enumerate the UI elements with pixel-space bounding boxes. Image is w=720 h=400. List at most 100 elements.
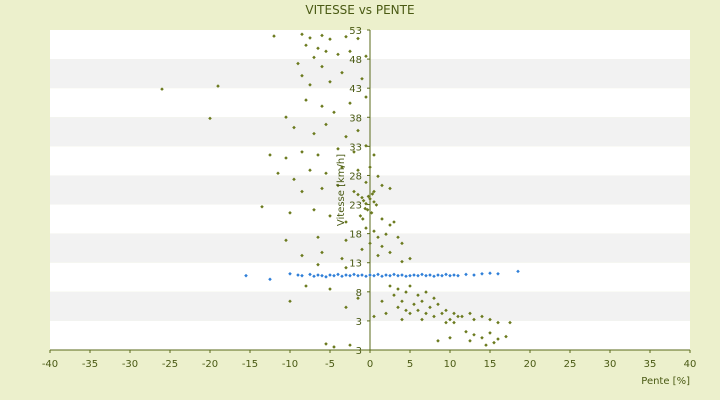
x-tick-label: 10: [444, 359, 457, 370]
data-point-series-1: [356, 296, 360, 300]
data-point-series-1: [472, 317, 476, 322]
data-point-series-1: [304, 98, 308, 102]
data-point-series-1: [504, 334, 508, 339]
data-point-series-1: [268, 153, 272, 157]
data-point-series-2: [348, 273, 352, 278]
data-point-series-1: [408, 256, 412, 261]
data-point-series-1: [464, 329, 468, 334]
data-point-series-1: [456, 314, 460, 319]
data-point-series-1: [492, 340, 496, 345]
data-point-series-1: [376, 253, 380, 258]
data-point-series-1: [320, 64, 324, 69]
data-point-series-1: [396, 287, 400, 291]
data-point-series-1: [160, 87, 164, 91]
data-point-series-1: [368, 165, 372, 169]
x-tick-label: 25: [564, 359, 577, 370]
data-point-series-1: [216, 84, 220, 88]
y-tick-label: 18: [349, 230, 362, 241]
data-point-series-2: [380, 274, 384, 279]
data-point-series-1: [412, 302, 416, 307]
data-point-series-1: [360, 76, 364, 81]
data-point-series-1: [364, 95, 368, 99]
y-tick-label: 8: [356, 288, 362, 299]
data-point-series-2: [376, 272, 380, 277]
data-point-series-2: [448, 273, 452, 278]
data-point-series-1: [416, 293, 420, 297]
data-point-series-1: [408, 311, 412, 316]
x-tick-label: -25: [162, 359, 178, 370]
data-point-series-1: [308, 36, 312, 40]
data-point-series-1: [392, 293, 396, 297]
data-point-series-1: [344, 265, 348, 270]
data-point-series-1: [364, 54, 368, 59]
data-point-series-1: [296, 61, 300, 66]
x-tick-label: 30: [604, 359, 617, 370]
data-point-series-1: [336, 183, 340, 188]
data-point-series-1: [369, 211, 374, 215]
data-point-series-1: [340, 70, 344, 75]
data-point-series-2: [364, 274, 368, 279]
data-point-series-2: [516, 269, 520, 274]
x-tick-label: -20: [202, 359, 218, 370]
data-point-series-2: [388, 273, 392, 278]
data-point-series-1: [284, 115, 288, 119]
data-point-series-1: [328, 214, 332, 218]
data-point-series-1: [312, 208, 316, 212]
data-point-series-1: [358, 214, 363, 218]
data-point-series-1: [448, 336, 452, 340]
y-tick-label: 23: [349, 201, 362, 212]
x-axis-label: Pente [%]: [641, 376, 690, 387]
data-point-series-1: [324, 171, 328, 176]
data-point-series-1: [340, 256, 344, 261]
data-point-series-1: [508, 320, 512, 325]
data-point-series-1: [328, 37, 332, 41]
x-tick-label: -5: [325, 359, 335, 370]
data-point-series-1: [361, 217, 365, 221]
data-point-series-1: [344, 34, 348, 39]
x-tick-label: -35: [82, 359, 98, 370]
data-point-series-1: [352, 189, 356, 194]
data-point-series-1: [292, 125, 296, 130]
data-point-series-2: [496, 272, 500, 276]
data-point-series-1: [332, 110, 336, 115]
data-point-series-2: [444, 272, 448, 277]
data-point-series-1: [356, 168, 360, 172]
data-point-series-1: [284, 156, 288, 160]
data-point-series-1: [300, 150, 304, 154]
data-point-series-1: [488, 317, 492, 322]
data-point-series-1: [365, 208, 370, 212]
data-point-series-2: [480, 272, 484, 276]
data-point-series-1: [374, 203, 379, 207]
data-point-series-1: [288, 211, 292, 215]
data-point-series-1: [404, 290, 408, 294]
data-point-series-2: [340, 274, 344, 279]
data-point-series-1: [344, 238, 348, 243]
data-point-series-1: [328, 80, 332, 84]
data-point-series-1: [336, 52, 340, 57]
data-point-series-1: [332, 345, 336, 349]
data-point-series-1: [328, 287, 332, 291]
data-point-series-1: [316, 262, 320, 267]
data-point-series-2: [360, 273, 364, 277]
data-point-series-2: [288, 272, 292, 276]
data-point-series-1: [348, 343, 352, 347]
data-point-series-1: [432, 314, 436, 319]
data-point-series-1: [364, 180, 368, 185]
data-point-series-1: [400, 241, 404, 246]
data-point-series-1: [420, 299, 424, 304]
data-point-series-1: [316, 235, 320, 240]
data-point-series-2: [488, 271, 492, 275]
data-point-series-2: [464, 272, 468, 277]
data-point-series-1: [340, 165, 344, 169]
y-tick-label: 3: [356, 346, 362, 357]
data-point-series-2: [368, 273, 372, 277]
data-point-series-1: [308, 83, 312, 87]
data-point-series-1: [272, 34, 276, 38]
data-point-series-1: [380, 244, 384, 249]
data-point-series-1: [356, 36, 360, 41]
data-point-series-1: [336, 147, 340, 151]
data-point-series-1: [320, 33, 324, 38]
data-point-series-1: [488, 331, 492, 335]
data-point-series-1: [380, 299, 384, 304]
